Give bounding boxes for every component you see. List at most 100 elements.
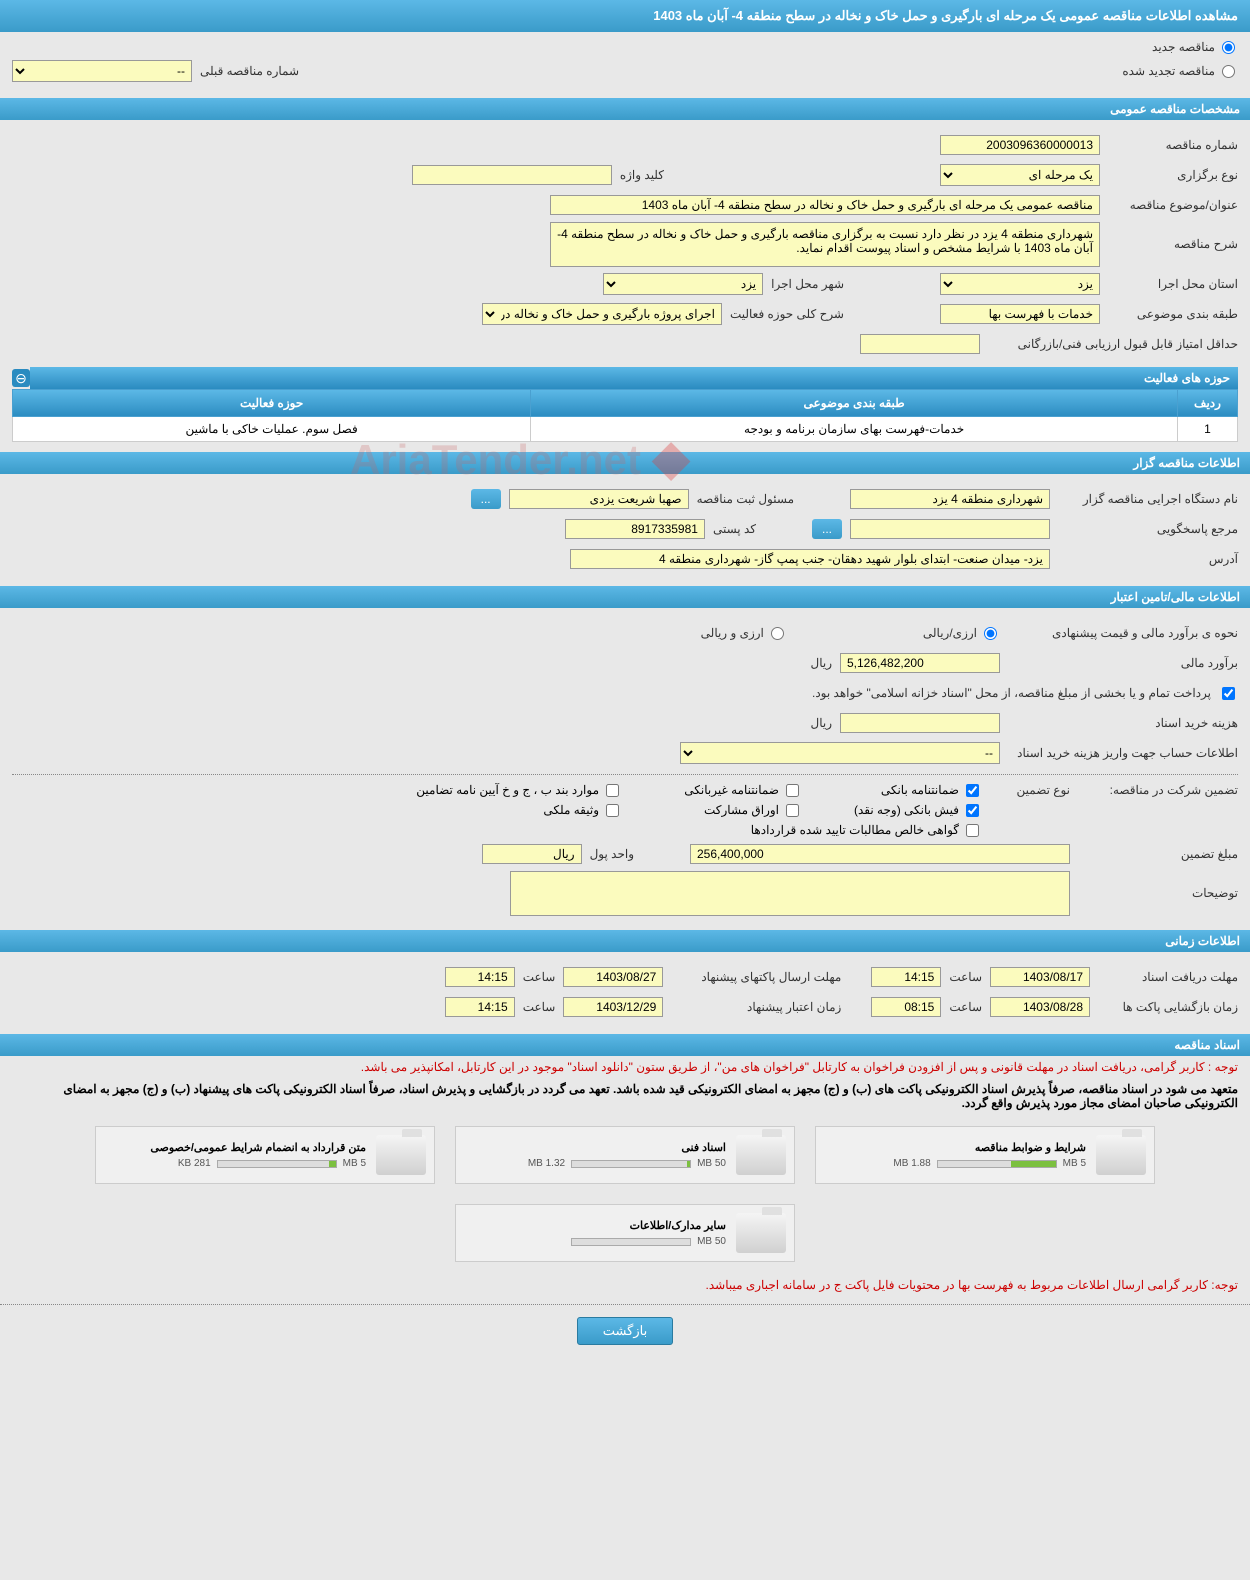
file-size: 1.88 MB (893, 1158, 930, 1169)
field-tender-title: مناقصه عمومی یک مرحله ای بارگیری و حمل خ… (550, 195, 1100, 215)
cb-bank-guarantee[interactable] (966, 784, 979, 797)
label-address: آدرس (1058, 552, 1238, 566)
label-new-tender: مناقصه جدید (1152, 40, 1215, 54)
back-button[interactable]: بازگشت (577, 1317, 673, 1345)
file-name: شرایط و ضوابط مناقصه (824, 1141, 1086, 1154)
field-responder[interactable] (850, 519, 1050, 539)
field-opening-date: 1403/08/28 (990, 997, 1090, 1017)
cb-bank-receipt[interactable] (966, 804, 979, 817)
label-renewed-tender: مناقصه تجدید شده (1122, 64, 1215, 78)
field-receive-date: 1403/08/17 (990, 967, 1090, 987)
activities-table: ردیف طبقه بندی موضوعی حوزه فعالیت 1 خدما… (12, 389, 1238, 442)
label-currency-rial: ارزی/ریالی (923, 626, 977, 640)
label-currency-foreign: ارزی و ریالی (701, 626, 764, 640)
label-nonbank-guarantee: ضمانتنامه غیربانکی (684, 783, 779, 797)
label-doc-fee: هزینه خرید اسناد (1008, 716, 1238, 730)
field-postal: 8917335981 (565, 519, 705, 539)
field-registrar: صهبا شریعت یزدی (509, 489, 689, 509)
folder-icon (736, 1135, 786, 1175)
field-min-score[interactable] (860, 334, 980, 354)
folder-icon (736, 1213, 786, 1253)
folder-icon (1096, 1135, 1146, 1175)
label-responder: مرجع پاسخگویی (1058, 522, 1238, 536)
label-time-2: ساعت (523, 970, 556, 984)
cb-participation-papers[interactable] (786, 804, 799, 817)
note-electronic: متعهد می شود در اسناد مناقصه، صرفاً پذیر… (0, 1078, 1250, 1114)
label-prev-number: شماره مناقصه قبلی (200, 64, 299, 78)
col-row: ردیف (1178, 390, 1238, 417)
col-category: طبقه بندی موضوعی (531, 390, 1178, 417)
label-time-3: ساعت (949, 1000, 982, 1014)
label-validity: زمان اعتبار پیشنهاد (671, 1000, 841, 1014)
field-opening-time: 08:15 (871, 997, 941, 1017)
label-tender-title: عنوان/موضوع مناقصه (1108, 198, 1238, 212)
select-province[interactable]: یزد (940, 273, 1100, 295)
label-account-info: اطلاعات حساب جهت واریز هزینه خرید اسناد (1008, 746, 1238, 760)
field-address: یزد- میدان صنعت- ابتدای بلوار شهید دهقان… (570, 549, 1050, 569)
label-net-receivables: گواهی خالص مطالبات تایید شده قراردادها (751, 823, 959, 837)
label-city: شهر محل اجرا (771, 277, 844, 291)
label-min-score: حداقل امتیاز قابل قبول ارزیابی فنی/بازرگ… (988, 337, 1238, 351)
section-financial: اطلاعات مالی/تامین اعتبار (0, 586, 1250, 608)
label-estimate-method: نحوه ی برآورد مالی و قیمت پیشنهادی (1008, 626, 1238, 640)
file-limit: 5 MB (343, 1158, 366, 1169)
radio-new-tender[interactable] (1222, 41, 1235, 54)
field-keyword[interactable] (412, 165, 612, 185)
label-tender-type: نوع برگزاری (1108, 168, 1238, 182)
file-limit: 50 MB (697, 1236, 726, 1247)
checkbox-treasury[interactable] (1222, 687, 1235, 700)
label-sections-bpjk: موارد بند ب ، ج و خ آیین نامه تضامین (416, 783, 599, 797)
label-participation-papers: اوراق مشارکت (704, 803, 779, 817)
label-property-deed: وثیقه ملکی (543, 803, 599, 817)
radio-foreign[interactable] (771, 627, 784, 640)
activities-header: حوزه های فعالیت (30, 367, 1238, 389)
label-currency-unit: واحد پول (590, 847, 634, 861)
label-send-deadline: مهلت ارسال پاکتهای پیشنهاد (671, 970, 841, 984)
file-item[interactable]: اسناد فنی 50 MB 1.32 MB (455, 1126, 795, 1184)
field-doc-fee[interactable] (840, 713, 1000, 733)
select-tender-type[interactable]: یک مرحله ای (940, 164, 1100, 186)
file-item[interactable]: متن قرارداد به انضمام شرایط عمومی/خصوصی … (95, 1126, 435, 1184)
select-activity-scope[interactable]: اجرای پروژه بارگیری و حمل خاک و نخاله در… (482, 303, 722, 325)
label-receive-deadline: مهلت دریافت اسناد (1098, 970, 1238, 984)
select-account-info[interactable]: -- (680, 742, 1000, 764)
radio-rial[interactable] (984, 627, 997, 640)
file-item[interactable]: سایر مدارک/اطلاعات 50 MB (455, 1204, 795, 1262)
label-time-1: ساعت (949, 970, 982, 984)
label-tender-desc: شرح مناقصه (1108, 222, 1238, 251)
collapse-icon[interactable]: ⊖ (12, 369, 30, 387)
file-name: متن قرارداد به انضمام شرایط عمومی/خصوصی (104, 1141, 366, 1154)
radio-renewed-tender[interactable] (1222, 65, 1235, 78)
file-name: سایر مدارک/اطلاعات (464, 1219, 726, 1232)
label-time-4: ساعت (523, 1000, 556, 1014)
browse-button[interactable]: ... (812, 519, 842, 539)
label-bank-receipt: فیش بانکی (وجه نقد) (854, 803, 959, 817)
label-province: استان محل اجرا (1108, 277, 1238, 291)
select-city[interactable]: یزد (603, 273, 763, 295)
more-button[interactable]: ... (471, 489, 501, 509)
cb-sections-bpjk[interactable] (606, 784, 619, 797)
cb-property-deed[interactable] (606, 804, 619, 817)
file-limit: 50 MB (697, 1158, 726, 1169)
label-treasury-note: پرداخت تمام و یا بخشی از مبلغ مناقصه، از… (812, 686, 1211, 700)
select-prev-number[interactable]: -- (12, 60, 192, 82)
section-documents: اسناد مناقصه (0, 1034, 1250, 1056)
field-send-time: 14:15 (445, 967, 515, 987)
field-currency-unit: ریال (482, 844, 582, 864)
folder-icon (376, 1135, 426, 1175)
label-guarantee-amount: مبلغ تضمین (1078, 847, 1238, 861)
file-item[interactable]: شرایط و ضوابط مناقصه 5 MB 1.88 MB (815, 1126, 1155, 1184)
field-validity-time: 14:15 (445, 997, 515, 1017)
field-estimate-amount: 5,126,482,200 (840, 653, 1000, 673)
label-guarantee-type: نوع تضمین (990, 783, 1070, 797)
cb-net-receivables[interactable] (966, 824, 979, 837)
section-general: مشخصات مناقصه عمومی (0, 98, 1250, 120)
col-field: حوزه فعالیت (13, 390, 531, 417)
cb-nonbank-guarantee[interactable] (786, 784, 799, 797)
field-receive-time: 14:15 (871, 967, 941, 987)
label-guarantee: تضمین شرکت در مناقصه: (1078, 783, 1238, 797)
label-category: طبقه بندی موضوعی (1108, 307, 1238, 321)
note-download: توجه : کاربر گرامی، دریافت اسناد در مهلت… (0, 1056, 1250, 1078)
field-notes[interactable] (510, 871, 1070, 916)
page-title: مشاهده اطلاعات مناقصه عمومی یک مرحله ای … (0, 0, 1250, 32)
